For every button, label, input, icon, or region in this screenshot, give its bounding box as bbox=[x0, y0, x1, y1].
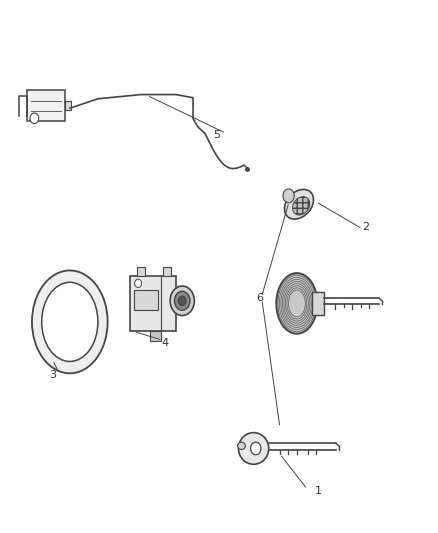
FancyBboxPatch shape bbox=[131, 276, 176, 331]
FancyBboxPatch shape bbox=[137, 266, 145, 276]
FancyBboxPatch shape bbox=[134, 290, 158, 310]
Circle shape bbox=[170, 286, 194, 316]
FancyBboxPatch shape bbox=[66, 101, 71, 110]
Ellipse shape bbox=[284, 189, 314, 219]
Circle shape bbox=[251, 442, 261, 455]
Ellipse shape bbox=[237, 442, 245, 449]
Text: 6: 6 bbox=[257, 293, 264, 303]
Circle shape bbox=[174, 292, 190, 310]
Text: 4: 4 bbox=[161, 338, 169, 348]
Ellipse shape bbox=[42, 282, 98, 361]
FancyBboxPatch shape bbox=[163, 266, 171, 276]
FancyBboxPatch shape bbox=[150, 331, 161, 342]
Ellipse shape bbox=[238, 433, 269, 464]
Circle shape bbox=[283, 189, 294, 203]
Ellipse shape bbox=[32, 270, 108, 373]
Circle shape bbox=[30, 113, 39, 124]
Ellipse shape bbox=[276, 273, 318, 334]
Circle shape bbox=[178, 296, 186, 305]
Text: 1: 1 bbox=[315, 486, 322, 496]
Text: 3: 3 bbox=[49, 369, 56, 379]
Circle shape bbox=[134, 279, 141, 288]
Text: 5: 5 bbox=[213, 130, 220, 140]
FancyBboxPatch shape bbox=[27, 90, 66, 121]
Text: 2: 2 bbox=[363, 222, 370, 232]
Ellipse shape bbox=[293, 197, 310, 215]
FancyBboxPatch shape bbox=[312, 292, 324, 315]
